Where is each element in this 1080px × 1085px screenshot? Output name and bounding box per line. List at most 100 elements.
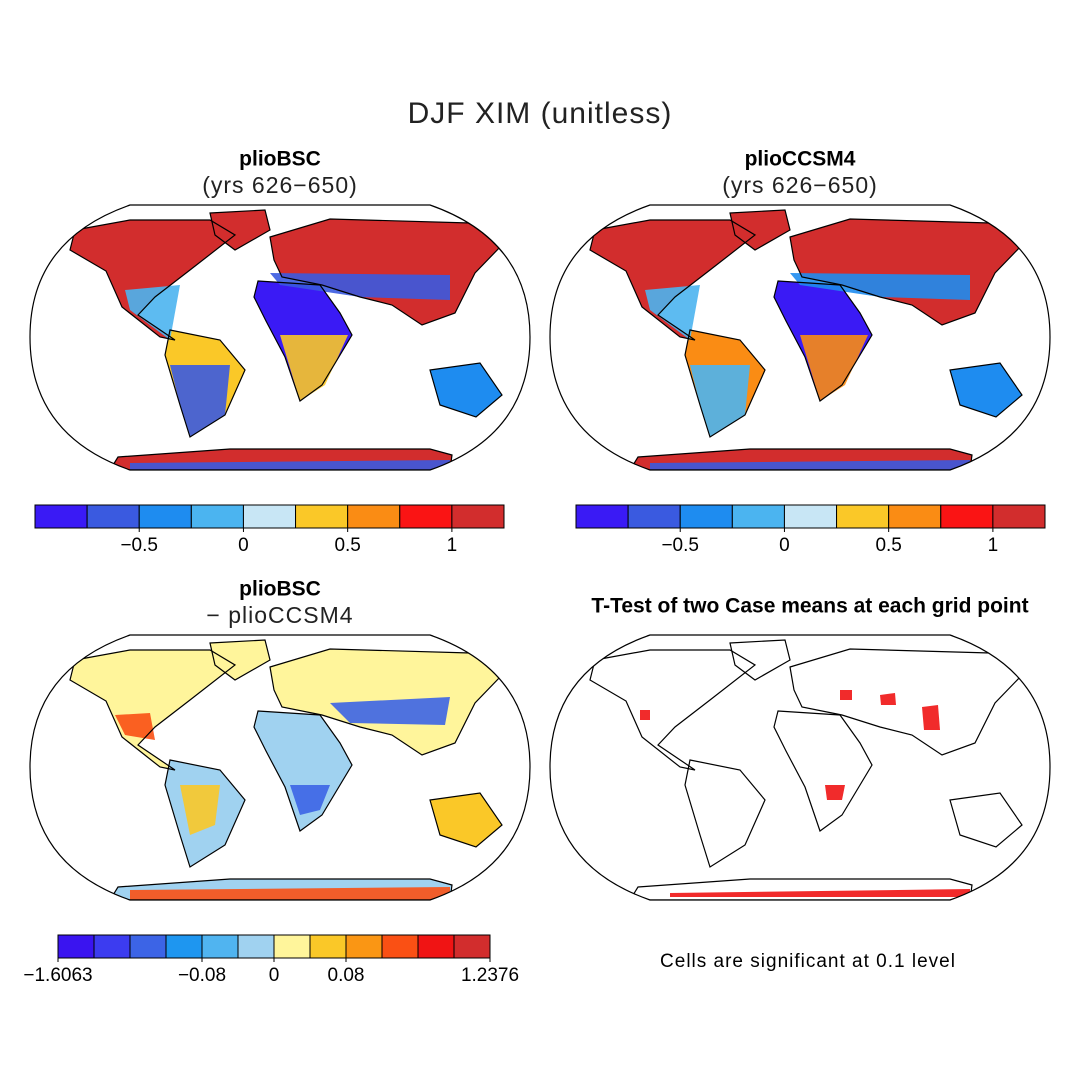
colorbar-label: −0.5 (120, 535, 158, 556)
land-shade (280, 335, 348, 401)
land-shade (922, 705, 940, 730)
panel-subtitle: (yrs 626−650) (722, 172, 878, 198)
land-fill (590, 220, 755, 340)
colorbar-box (347, 504, 401, 529)
land (589, 639, 1023, 900)
colorbar-box (273, 934, 311, 959)
colorbar-label: 0.5 (334, 535, 360, 556)
land-fill (774, 711, 872, 831)
colorbar-box (345, 934, 383, 959)
land-fill (730, 210, 790, 250)
map (29, 634, 531, 901)
map (549, 204, 1051, 471)
panel-title: plioBSC (239, 148, 321, 171)
coastline (773, 280, 873, 402)
colorbar-label: 1.2376 (461, 965, 519, 986)
land-shade (840, 690, 852, 700)
land-shade (640, 710, 650, 720)
land-shade (645, 285, 700, 340)
colorbar-box (992, 504, 1046, 529)
colorbar-box (399, 504, 453, 529)
coastline (69, 649, 237, 771)
map-border (29, 204, 531, 471)
note: Cells are significant at 0.1 level (660, 951, 956, 972)
coastline (773, 710, 873, 832)
coastline (684, 329, 766, 438)
coastline (209, 209, 271, 251)
coastline (253, 710, 353, 832)
colorbar-box (417, 934, 455, 959)
land-shade (330, 697, 450, 725)
colorbar-label: 0 (238, 535, 249, 556)
map (549, 634, 1051, 901)
colorbar-box (381, 934, 419, 959)
map-border (549, 634, 1051, 901)
colorbar-box (731, 504, 785, 529)
colorbar-box (679, 504, 733, 529)
colorbar-box (237, 934, 275, 959)
land-shade (130, 460, 450, 470)
coastline (209, 639, 271, 681)
colorbar-box (836, 504, 890, 529)
land-fill (70, 650, 235, 770)
land-shade (130, 887, 450, 900)
colorbar-label: 0.5 (875, 535, 901, 556)
colorbar-box (86, 504, 140, 529)
colorbar-box (309, 934, 347, 959)
colorbar-label: −1.6063 (23, 965, 92, 986)
panel: plioBSC− plioCCSM4 −1.6063 −0.08 0 0.08 1.237… (23, 578, 531, 986)
coastline (69, 219, 237, 341)
panel-title: plioCCSM4 (745, 148, 856, 171)
coastline (628, 448, 973, 470)
coastline (684, 759, 766, 868)
colorbar-box (138, 504, 192, 529)
land-shade (125, 285, 180, 340)
land (69, 639, 503, 900)
coastline (108, 878, 453, 900)
panel-subtitle: (yrs 626−650) (202, 172, 358, 198)
coastline (589, 649, 757, 771)
map-border (549, 204, 1051, 471)
panel-subtitle: − plioCCSM4 (206, 602, 353, 628)
colorbar-box (242, 504, 297, 529)
colorbar-box (129, 934, 167, 959)
coastline (949, 362, 1023, 418)
land-fill (210, 640, 270, 680)
land (69, 209, 503, 470)
colorbar-label: −0.08 (178, 965, 226, 986)
land (589, 209, 1023, 470)
land-shade (880, 693, 896, 705)
land-shade (270, 273, 450, 300)
colorbar-box (57, 934, 95, 959)
colorbar-box (783, 504, 838, 529)
land-shade (650, 460, 970, 470)
coastline (949, 792, 1023, 848)
coastline (429, 792, 503, 848)
map (29, 204, 531, 471)
panel-title: plioBSC (239, 578, 321, 601)
land-shade (670, 889, 970, 897)
colorbar-box (190, 504, 244, 529)
colorbar-box (295, 504, 349, 529)
coastline (164, 329, 246, 438)
colorbar-label: 0 (269, 965, 280, 986)
land-shade (825, 785, 845, 800)
map-border (29, 634, 531, 901)
colorbar-label: 0 (779, 535, 790, 556)
colorbar-box (575, 504, 629, 529)
colorbar-label: 1 (447, 535, 458, 556)
colorbar-box (940, 504, 994, 529)
panel: plioBSC(yrs 626−650) −0.5 0 0.5 1 (29, 148, 531, 556)
colorbar-box (888, 504, 942, 529)
colorbar-box (165, 934, 203, 959)
colorbar-box (34, 504, 88, 529)
coastline (628, 878, 973, 900)
coastline (729, 209, 791, 251)
colorbar-box (627, 504, 681, 529)
land-fill (790, 649, 1022, 755)
colorbar-box (451, 504, 505, 529)
land-fill (590, 650, 755, 770)
coastline (589, 219, 757, 341)
panel-title: T-Test of two Case means at each grid po… (591, 595, 1028, 618)
